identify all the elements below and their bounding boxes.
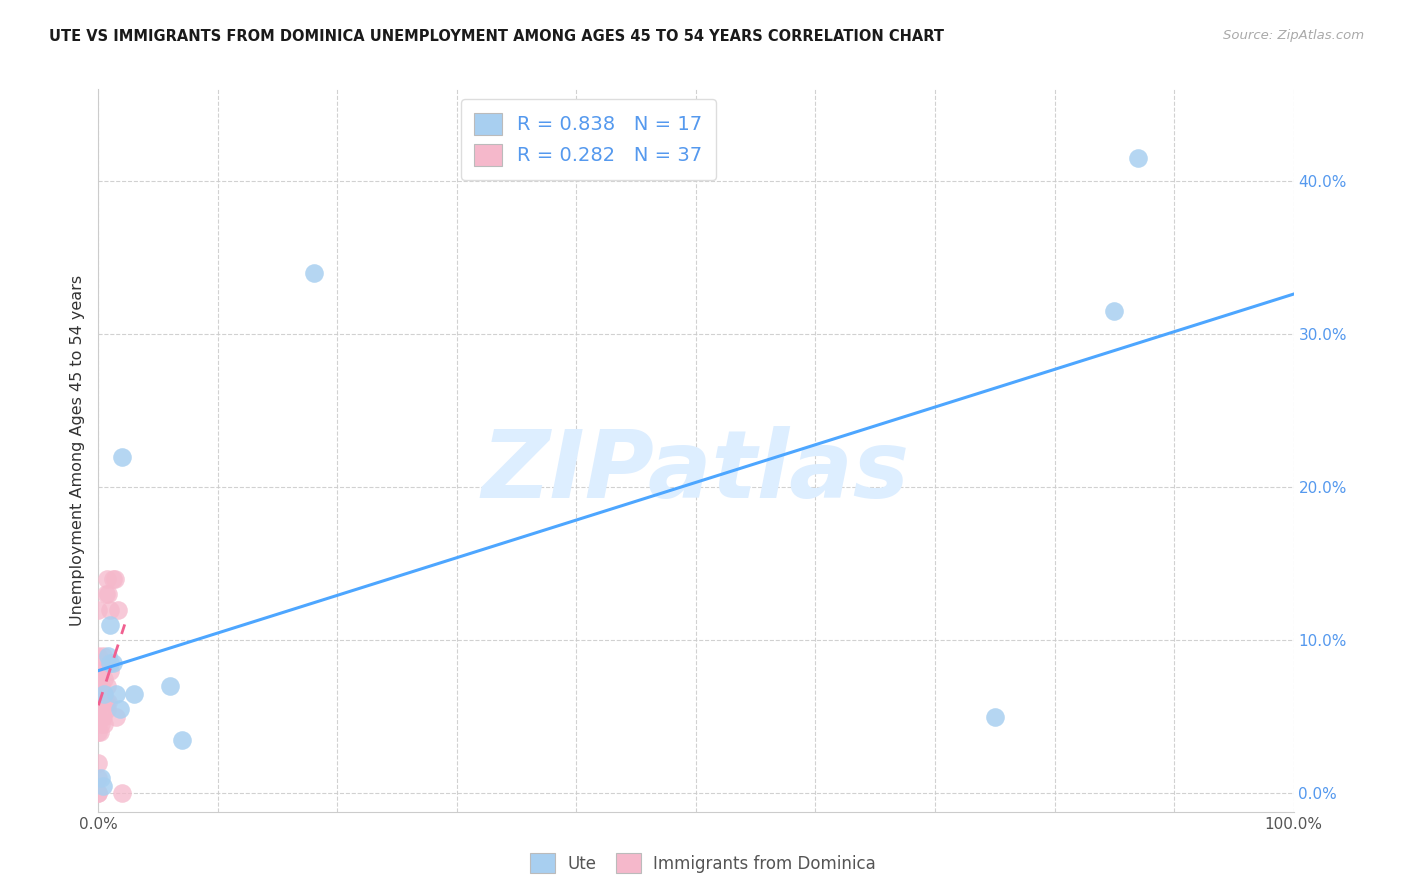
Point [93,687,115,701]
Text: Source: ZipAtlas.com: Source: ZipAtlas.com [1223,29,1364,43]
Legend: R = 0.838   N = 17, R = 0.282   N = 37: R = 0.838 N = 17, R = 0.282 N = 37 [461,99,716,180]
Text: ZIPatlas: ZIPatlas [482,426,910,518]
Point [87,725,110,739]
Point [87,786,110,800]
Point [90,717,112,731]
Point [111,450,134,464]
Point [89,694,111,708]
Point [89,725,111,739]
Y-axis label: Unemployment Among Ages 45 to 54 years: Unemployment Among Ages 45 to 54 years [69,275,84,626]
Point [94,694,117,708]
Point [124,687,146,701]
Point [87,786,110,800]
Point [984,710,1007,724]
Point [107,602,129,616]
Point [104,572,127,586]
Point [87,664,110,678]
Point [98,657,122,671]
Point [98,618,122,632]
Legend: Ute, Immigrants from Dominica: Ute, Immigrants from Dominica [524,847,882,880]
Point [97,648,120,663]
Point [89,664,111,678]
Point [172,732,194,747]
Point [96,572,118,586]
Point [87,756,110,770]
Point [97,587,120,601]
Point [91,710,114,724]
Point [87,694,110,708]
Point [87,710,110,724]
Point [105,710,128,724]
Point [87,648,110,663]
Point [91,779,114,793]
Point [1104,304,1126,318]
Point [90,679,112,693]
Text: UTE VS IMMIGRANTS FROM DOMINICA UNEMPLOYMENT AMONG AGES 45 TO 54 YEARS CORRELATI: UTE VS IMMIGRANTS FROM DOMINICA UNEMPLOY… [49,29,945,45]
Point [91,687,114,701]
Point [87,679,110,693]
Point [98,664,122,678]
Point [96,702,118,716]
Point [101,657,124,671]
Point [111,786,134,800]
Point [101,572,124,586]
Point [98,602,122,616]
Point [1128,151,1150,165]
Point [97,694,120,708]
Point [91,648,114,663]
Point [159,679,181,693]
Point [93,694,115,708]
Point [93,672,115,686]
Point [87,771,110,785]
Point [108,702,131,716]
Point [302,266,325,280]
Point [87,602,110,616]
Point [94,587,117,601]
Point [91,710,114,724]
Point [105,687,128,701]
Point [90,771,112,785]
Point [93,717,115,731]
Point [96,679,118,693]
